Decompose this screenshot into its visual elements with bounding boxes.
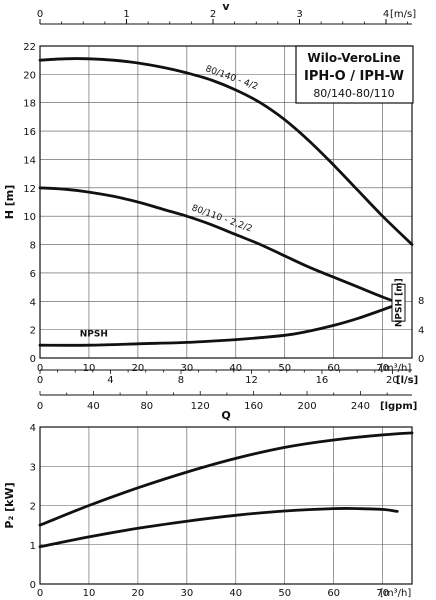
head-x-tick-label: 50: [278, 363, 291, 374]
velocity-tick-label: 1: [123, 9, 129, 20]
head-y-tick-label: 0: [30, 354, 36, 365]
power-y-tick-label: 4: [30, 423, 36, 434]
power-x-tick-label: 70: [376, 588, 389, 599]
power-curve-1: [38, 506, 399, 549]
title-line-3: 80/140-80/110: [313, 87, 394, 100]
head-y-tick-label: 12: [23, 184, 36, 195]
power-x-tick-label: 0: [37, 588, 43, 599]
power-grid: [39, 426, 413, 585]
curves-layer: [38, 57, 414, 549]
head-x-tick-label: 40: [229, 363, 242, 374]
lgpm-tick-label: 0: [37, 401, 43, 412]
power-x-unit-label: [m³/h]: [380, 588, 411, 599]
velocity-tick-label: 3: [296, 9, 302, 20]
head-grid: [39, 45, 413, 359]
ls-tick-label: 16: [316, 375, 329, 386]
title-line-2: IPH-O / IPH-W: [304, 69, 404, 84]
power-y-tick-label: 3: [30, 462, 36, 473]
head-y-tick-label: 16: [23, 127, 36, 138]
head-y-tick-label: 14: [23, 155, 36, 166]
velocity-axis-label: v: [222, 0, 230, 13]
power-y-tick-label: 2: [30, 502, 36, 513]
head-y-tick-label: 10: [23, 212, 36, 223]
power-y-tick-label: 0: [30, 580, 36, 591]
ls-tick-label: 4: [107, 375, 113, 386]
npsh-axis-label: NPSH [m]: [395, 278, 405, 327]
power-x-tick-label: 60: [327, 588, 340, 599]
lgpm-tick-label: 40: [87, 401, 100, 412]
power-x-tick-label: 40: [229, 588, 242, 599]
title-line-1: Wilo-VeroLine: [307, 51, 400, 65]
npsh-curve: [38, 301, 404, 347]
lgpm-tick-label: 120: [191, 401, 210, 412]
ls-tick-label: 0: [37, 375, 43, 386]
head-y-tick-label: 2: [30, 326, 36, 337]
power-x-tick-label: 10: [83, 588, 96, 599]
power-x-tick-label: 50: [278, 588, 291, 599]
velocity-tick-label: 4: [383, 9, 389, 20]
head-y-tick-label: 20: [23, 70, 36, 81]
power-x-tick-label: 30: [180, 588, 193, 599]
lgpm-tick-label: 160: [244, 401, 263, 412]
head-y-tick-label: 18: [23, 99, 36, 110]
head-plot-frame: [39, 45, 413, 359]
lgpm-tick-label: 240: [351, 401, 370, 412]
head-x-tick-label: 70: [376, 363, 389, 374]
lgpm-unit-label: [lgpm]: [380, 401, 417, 412]
head-y-tick-label: 6: [30, 269, 36, 280]
power-y-tick-label: 1: [30, 541, 36, 552]
ls-tick-label: 8: [178, 375, 184, 386]
q-axis-label: Q: [221, 409, 230, 422]
power-curve-0: [38, 431, 414, 527]
ls-tick-label: 20: [386, 375, 399, 386]
lgpm-tick-label: 80: [140, 401, 153, 412]
head-x-tick-label: 30: [180, 363, 193, 374]
head-x-tick-label: 60: [327, 363, 340, 374]
head-y-axis-label: H [m]: [3, 185, 16, 220]
head-curve-0: [38, 57, 414, 246]
head-x-unit-label: [m³/h]: [380, 363, 411, 374]
head-y-tick-label: 22: [23, 42, 36, 53]
velocity-unit-label: [m/s]: [390, 9, 416, 20]
head-x-tick-label: 20: [132, 363, 145, 374]
npsh-tick-label: 8: [418, 296, 424, 307]
npsh-tick-label: 0: [418, 354, 424, 365]
head-x-tick-label: 0: [37, 363, 43, 374]
axes-layer: [39, 19, 413, 585]
power-plot-frame: [39, 426, 413, 585]
velocity-tick-label: 2: [210, 9, 216, 20]
velocity-tick-label: 0: [37, 9, 43, 20]
lgpm-tick-label: 200: [297, 401, 316, 412]
npsh-axis-box: [391, 283, 406, 322]
ls-unit-label: [l/s]: [396, 375, 418, 386]
head-y-tick-label: 8: [30, 241, 36, 252]
head-x-tick-label: 10: [83, 363, 96, 374]
ls-tick-label: 12: [245, 375, 258, 386]
power-y-axis-label: P₂ [kW]: [3, 482, 16, 528]
head-y-tick-label: 4: [30, 297, 36, 308]
title-box: Wilo-VeroLine IPH-O / IPH-W 80/140-80/11…: [295, 45, 414, 104]
npsh-tick-label: 4: [418, 326, 424, 337]
power-x-tick-label: 20: [132, 588, 145, 599]
head-curve-1: [38, 186, 404, 306]
curve-label-npsh: NPSH: [80, 330, 108, 340]
